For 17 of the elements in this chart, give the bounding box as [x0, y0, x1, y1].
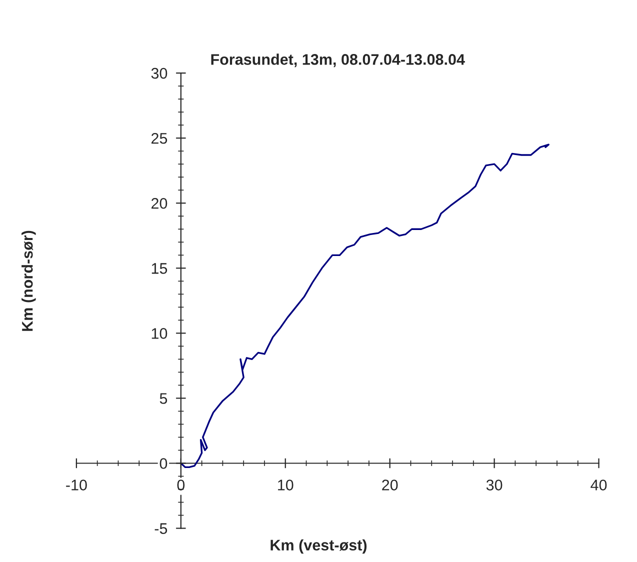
y-tick-label: 15 [152, 263, 168, 274]
y-tick-label: 25 [151, 132, 168, 144]
chart-title: Forasundet, 13m, 08.07.04-13.08.04 [211, 54, 465, 68]
line-series [180, 144, 550, 468]
x-axis-title: Km (vest-øst) [270, 539, 367, 554]
y-tick-label: 20 [151, 198, 168, 209]
x-tick-label: 40 [590, 480, 607, 490]
x-tick-label: -10 [66, 480, 87, 490]
x-tick-label: 30 [486, 480, 502, 490]
y-tick-label: 10 [152, 328, 168, 339]
y-tick-label: 5 [160, 393, 168, 404]
x-tick-label: 20 [382, 480, 398, 490]
y-tick-label: 30 [151, 68, 168, 79]
y-tick-label: -5 [154, 523, 168, 534]
y-tick-label: 0 [160, 458, 168, 469]
y-axis-title: Km (nord-sør) [22, 230, 36, 331]
x-tick-label: 10 [278, 480, 294, 490]
